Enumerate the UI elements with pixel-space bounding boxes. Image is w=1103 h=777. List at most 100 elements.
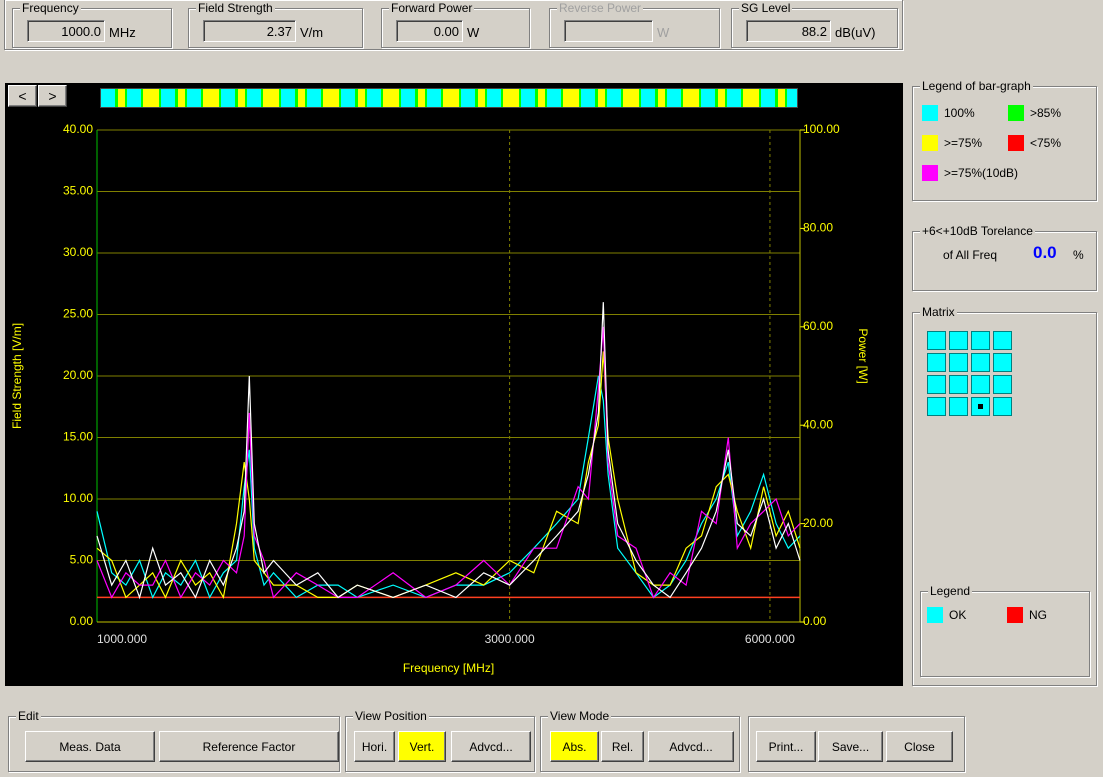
nav-button[interactable]: >: [38, 85, 67, 107]
matrix-cell: [949, 353, 968, 372]
readout-label: Field Strength: [196, 1, 275, 15]
chart: 0.00 5.00 10.00 15.00 20.00 25.00 30.00 35.00 40…: [10, 122, 870, 675]
y2-tick-label: 20.00: [803, 516, 833, 530]
readout-label: Forward Power: [389, 1, 475, 15]
readout-value: 2.37: [203, 20, 296, 42]
legend-swatch: [1007, 607, 1023, 623]
toolbar-button[interactable]: Advcd...: [451, 731, 531, 762]
y-tick-label: 25.00: [63, 307, 93, 321]
y-axis-title: Field Strength [V/m]: [10, 323, 24, 429]
readout-unit: W: [657, 25, 670, 40]
matrix-cell: [971, 353, 990, 372]
legend-label: OK: [949, 608, 967, 622]
group-title: Edit: [16, 709, 41, 723]
readout-unit: V/m: [300, 25, 324, 40]
readout-unit: MHz: [109, 25, 136, 40]
nav-button[interactable]: <: [8, 85, 37, 107]
legend-label: >=75%: [944, 136, 983, 150]
toolbar-group: Print... Save... Close: [748, 716, 965, 772]
toolbar-button[interactable]: Print...: [756, 731, 816, 762]
matrix-marker: [978, 404, 983, 409]
readout-value: 88.2: [746, 20, 831, 42]
legend-label: >=75%(10dB): [944, 166, 1019, 180]
legend-swatch: [922, 105, 938, 121]
panel-title: Matrix: [920, 305, 957, 319]
toolbar-button[interactable]: Abs.: [550, 731, 599, 762]
series-line: [96, 375, 801, 599]
readout-value: 0.00: [396, 20, 463, 42]
y-tick-label: 20.00: [63, 368, 93, 382]
legend-label: <75%: [1030, 136, 1062, 150]
matrix-cell: [927, 353, 946, 372]
toolbar-button[interactable]: Close: [886, 731, 953, 762]
toolbar-button[interactable]: Meas. Data: [25, 731, 155, 762]
x-axis-title: Frequency [MHz]: [403, 661, 494, 675]
y2-tick-label: 0.00: [803, 614, 827, 628]
legend-label: 100%: [944, 106, 975, 120]
toolbar-button[interactable]: Advcd...: [648, 731, 734, 762]
matrix-grid: [927, 331, 1017, 421]
toolbar-group: View Mode Abs. Rel. Advcd...: [540, 709, 740, 772]
matrix-cell: [993, 353, 1012, 372]
matrix-cell: [993, 397, 1012, 416]
matrix-cell: [927, 331, 946, 350]
legend-swatch: [922, 135, 938, 151]
toolbar-button[interactable]: Vert.: [398, 731, 446, 762]
toolbar-button[interactable]: Reference Factor: [159, 731, 339, 762]
matrix-cell: [993, 331, 1012, 350]
readout-value: [564, 20, 653, 42]
legend: Legend OK NG: [920, 584, 1090, 677]
series-line: [96, 326, 801, 599]
panel-title: +6<+10dB Torelance: [920, 224, 1035, 238]
readout-value: 1000.0: [27, 20, 105, 42]
matrix-cell: [949, 397, 968, 416]
legend-swatch: [927, 607, 943, 623]
readout: Reverse Power W: [549, 1, 720, 48]
matrix-cell: [971, 331, 990, 350]
y-tick-label: 10.00: [63, 491, 93, 505]
readout-label: Frequency: [20, 1, 81, 15]
y2-tick-label: 100.00: [803, 122, 840, 136]
toolbar-button[interactable]: Hori.: [354, 731, 395, 762]
legend-label: >85%: [1030, 106, 1062, 120]
legend-label: NG: [1029, 608, 1047, 622]
y-tick-label: 30.00: [63, 245, 93, 259]
group-title: View Position: [353, 709, 429, 723]
series-line: [96, 302, 801, 600]
y-tick-label: 40.00: [63, 122, 93, 136]
bar-graph-legend: Legend of bar-graph 100% >85% >=75% <75% >=75…: [912, 79, 1097, 201]
chart-area: 0.00 5.00 10.00 15.00 20.00 25.00 30.00 35.00 40…: [5, 83, 903, 686]
x-tick-label: 1000.000: [97, 632, 147, 646]
matrix-cell: [949, 331, 968, 350]
y2-axis-title: Power [W]: [856, 328, 870, 383]
group-title: View Mode: [548, 709, 612, 723]
toolbar-button[interactable]: Save...: [818, 731, 883, 762]
y-tick-label: 35.00: [63, 184, 93, 198]
x-tick-label: 3000.000: [485, 632, 535, 646]
tolerance-unit: %: [1073, 248, 1084, 262]
toolbar-group: View Position Hori. Vert. Advcd...: [345, 709, 535, 772]
readout: Forward Power 0.00 W: [381, 1, 530, 48]
y2-tick-label: 80.00: [803, 221, 833, 235]
matrix-cell: [993, 375, 1012, 394]
matrix-cell: [971, 397, 990, 416]
matrix-cell: [927, 375, 946, 394]
tolerance-panel: +6<+10dB Torelance of All Freq 0.0 %: [912, 224, 1097, 291]
matrix-cell: [949, 375, 968, 394]
panel-title: Legend: [928, 584, 973, 598]
toolbar-button[interactable]: Rel.: [601, 731, 644, 762]
readout: Field Strength 2.37 V/m: [188, 1, 363, 48]
bar-graph-strip: [100, 88, 798, 108]
legend-swatch: [1008, 135, 1024, 151]
tolerance-label: of All Freq: [943, 248, 998, 262]
readout-label: Reverse Power: [557, 1, 644, 15]
tolerance-value: 0.0: [1033, 243, 1057, 262]
readout: Frequency 1000.0 MHz: [12, 1, 172, 48]
readout-bar: [4, 0, 903, 50]
matrix-cell: [971, 375, 990, 394]
y-tick-label: 15.00: [63, 430, 93, 444]
y-tick-label: 0.00: [70, 614, 94, 628]
readout-label: SG Level: [739, 1, 793, 15]
y2-tick-label: 40.00: [803, 417, 833, 431]
y-tick-label: 5.00: [70, 553, 94, 567]
